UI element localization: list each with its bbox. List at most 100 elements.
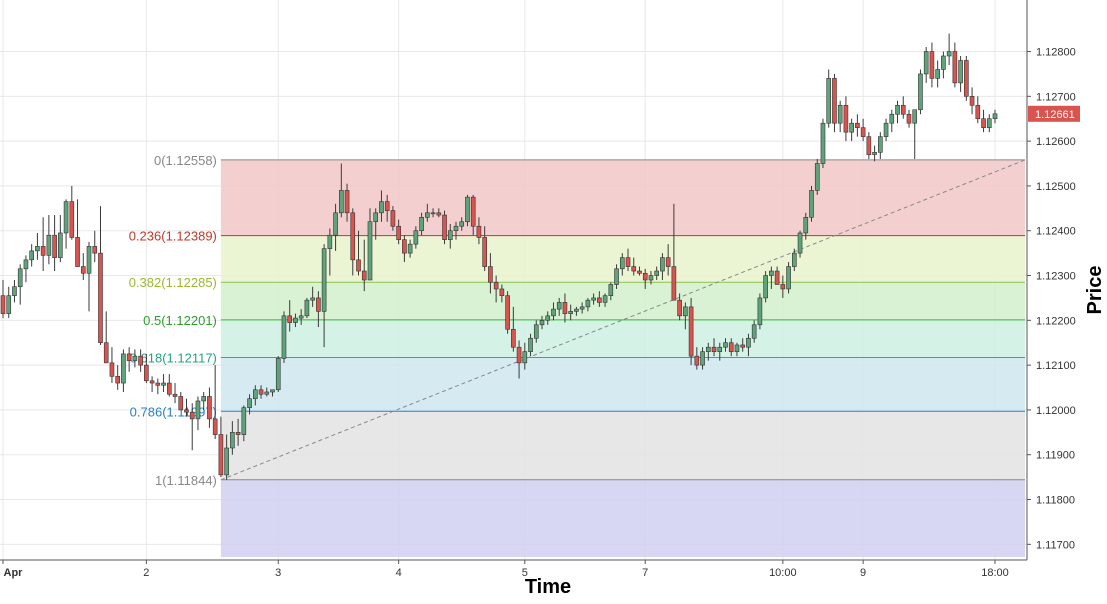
fib-level-label: 0.5(1.12201) [143,313,217,328]
y-tick-label: 1.12700 [1036,91,1076,103]
candle-up [723,342,728,348]
current-price-label: 1.12661 [1035,109,1075,121]
candle-down [625,257,631,267]
candle-up [734,344,740,352]
x-axis-title: Time [525,576,571,598]
candle-down [361,270,367,281]
candle-up [803,216,809,234]
candle-up [820,122,826,164]
candle-down [505,295,510,330]
candle-down [482,237,487,267]
current-price-badge [1028,105,1080,122]
candle-down [964,60,969,97]
candle-down [235,432,241,435]
candle-up [533,324,539,339]
candle-up [373,212,379,223]
candle-up [648,275,654,281]
candle-up [447,230,453,240]
candle-down [631,266,637,272]
fib-trend-line [220,159,1026,481]
x-tick-label: 4 [396,567,402,579]
candle-up [556,302,562,310]
candle-up [608,284,614,296]
candle-up [367,221,373,281]
candle-up [786,266,791,290]
y-tick-label: 1.12000 [1036,405,1076,417]
x-tick-label: 18:00 [981,567,1009,579]
candle-down [103,342,109,364]
y-axis: 1.11700 1.11800 1.11900 1.12000 1.12100 1.122… [1026,0,1080,560]
candle-up [425,212,430,218]
candle-down [740,344,746,348]
fibonacci-retracement[interactable]: 0(1.12558) 0.236(1.12389) 0.382(1.12285) 0.… [129,153,1026,557]
x-axis: Apr 2 3 4 5 7 10:00 9 18:00 [0,559,1027,579]
candle-up [419,216,424,232]
candle-down [511,328,516,348]
fib-level-label: 0.382(1.12285) [129,275,217,290]
candle-up [413,230,419,245]
candle-down [860,127,866,137]
candle-up [614,268,619,285]
candle-down [92,246,98,254]
candle-down [0,295,6,314]
fib-level-label: 0.236(1.12389) [129,229,217,244]
y-tick-label: 1.11700 [1036,539,1075,551]
candle-down [642,272,648,281]
candle-down [665,257,671,267]
candle-down [138,355,143,366]
candle-up [161,382,166,386]
candle-up [281,315,287,359]
candle-down [402,239,407,254]
candle-up [602,295,608,303]
candle-down [436,212,442,216]
candle-up [230,432,235,449]
candle-down [900,104,906,115]
candle-up [23,259,29,270]
candle-up [132,355,138,361]
candle-down [52,234,57,258]
candle-down [711,346,717,352]
y-tick-label: 1.12500 [1036,181,1076,193]
candle-up [574,308,579,312]
x-tick-label: 3 [275,567,281,579]
candle-down [952,51,958,84]
fib-zone [220,357,1026,412]
candle-down [688,306,694,357]
candle-down [350,212,356,261]
candle-down [316,297,321,312]
candle-down [40,246,46,256]
x-tick-label: Apr [4,567,24,579]
candle-down [166,382,172,395]
candle-up [275,358,281,391]
candle-down [855,122,860,128]
candle-down [212,418,218,435]
candle-down [671,266,677,301]
candle-up [946,51,952,57]
candle-up [379,201,384,214]
candle-up [705,346,711,352]
candle-up [121,353,126,384]
candle-up [958,60,963,84]
candle-down [80,266,86,274]
candle-down [258,389,264,395]
candle-down [597,297,602,303]
fib-zone [220,479,1026,557]
candle-up [35,246,40,252]
candle-up [923,51,929,75]
candle-up [986,118,992,128]
candle-down [98,252,103,344]
candle-up [849,122,854,133]
candle-down [637,270,642,274]
candle-down [390,210,396,227]
x-tick-label: 10:00 [769,567,797,579]
y-tick-label: 1.12200 [1036,315,1076,327]
fib-zone [220,411,1026,480]
candle-up [545,315,551,321]
candle-down [189,411,195,420]
candle-up [247,398,252,408]
candle-up [791,252,797,267]
candle-down [144,364,149,382]
candle-down [115,376,120,384]
